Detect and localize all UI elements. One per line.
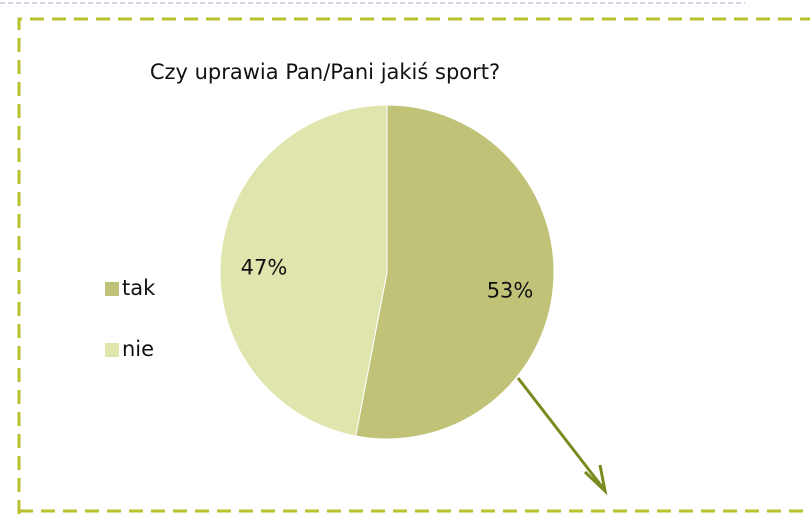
legend-swatch xyxy=(105,343,119,357)
arrow-shaft xyxy=(516,377,605,489)
legend-label: nie xyxy=(122,337,154,361)
chart-title: Czy uprawia Pan/Pani jakiś sport? xyxy=(150,60,500,84)
pie xyxy=(219,104,555,440)
legend-swatch xyxy=(105,282,119,296)
frame xyxy=(17,17,810,514)
legend-label: tak xyxy=(122,276,156,300)
data-label: 47% xyxy=(241,255,288,279)
pie-slice xyxy=(219,104,388,437)
pie-slice xyxy=(355,104,555,440)
data-label: 53% xyxy=(487,279,534,303)
arrow-head xyxy=(583,464,608,496)
